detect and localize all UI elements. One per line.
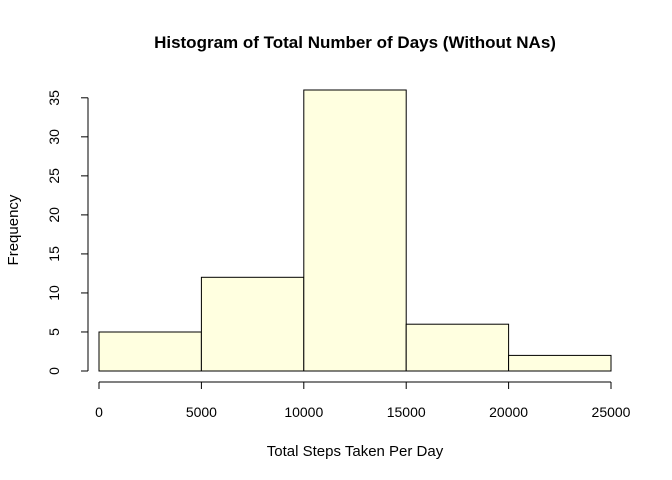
histogram-bar-1: [200, 276, 305, 372]
histogram-bar-2: [303, 89, 407, 372]
x-tick-label: 20000: [489, 404, 528, 420]
y-tick-label: 15: [46, 246, 62, 262]
x-tick-label: 15000: [387, 404, 426, 420]
bars-group: [98, 89, 612, 372]
histogram-bar-0: [98, 331, 202, 372]
y-axis: 0 5 10 15 20 25 30 35: [46, 90, 89, 375]
y-tick-label: 10: [46, 285, 62, 301]
y-tick-label: 35: [46, 90, 62, 106]
histogram-bar-4: [508, 354, 612, 372]
x-tick-label: 10000: [284, 404, 323, 420]
y-tick-label: 25: [46, 168, 62, 184]
y-tick-label: 0: [46, 367, 62, 375]
x-axis: 0 5000 10000 15000 20000 25000: [95, 381, 631, 420]
y-tick-label: 30: [46, 129, 62, 145]
y-tick-label: 20: [46, 207, 62, 223]
chart-title: Histogram of Total Number of Days (Witho…: [154, 33, 556, 52]
x-tick-label: 5000: [186, 404, 217, 420]
x-tick-label: 25000: [592, 404, 631, 420]
y-tick-label: 5: [46, 328, 62, 336]
x-tick-label: 0: [95, 404, 103, 420]
y-axis-label: Frequency: [5, 194, 22, 265]
x-axis-label: Total Steps Taken Per Day: [267, 443, 444, 460]
histogram-bar-3: [405, 323, 510, 372]
